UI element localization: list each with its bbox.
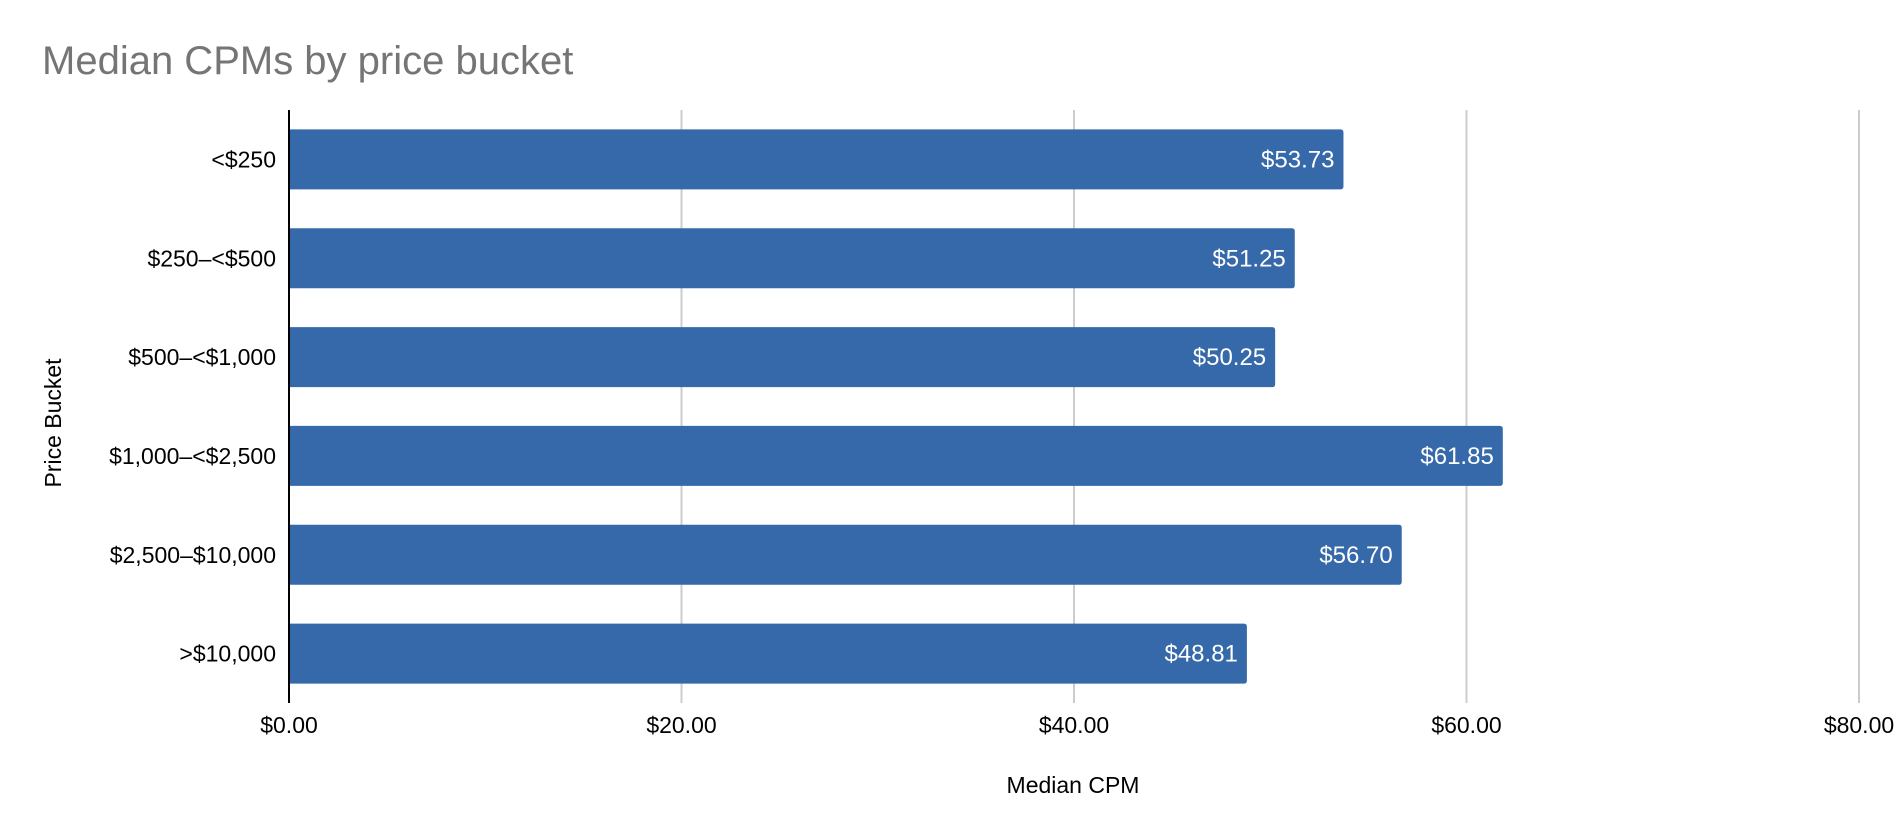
bar-data-label: $61.85 [1420,443,1493,470]
y-tick-label: $250–<$500 [147,245,276,271]
x-axis-ticks: $0.00 $20.00 $40.00 $60.00 $80.00 [260,712,1894,738]
x-tick-label: $0.00 [260,712,318,738]
x-tick-label: $40.00 [1039,712,1109,738]
y-axis-title: Price Bucket [40,358,66,488]
y-tick-label: $500–<$1,000 [128,344,276,370]
bar-data-label: $50.25 [1193,344,1266,371]
bar [289,425,1503,486]
bar-data-label: $51.25 [1212,245,1285,272]
y-axis-ticks: <$250 $250–<$500 $500–<$1,000 $1,000–<$2,50… [109,146,276,666]
bar [289,228,1295,289]
chart-title: Median CPMs by price bucket [42,39,573,83]
x-axis-title: Median CPM [1007,772,1140,798]
x-tick-label: $80.00 [1824,712,1894,738]
bar [289,327,1276,388]
y-tick-label: >$10,000 [179,641,276,667]
y-tick-label: <$250 [211,146,276,172]
bar-data-label: $53.73 [1261,146,1334,173]
bar [289,623,1247,684]
bar-data-label: $48.81 [1164,641,1237,668]
x-tick-label: $20.00 [646,712,716,738]
x-tick-label: $60.00 [1431,712,1501,738]
gridlines [680,110,1860,703]
bars [289,129,1503,684]
bar [289,524,1402,585]
bar-data-label: $56.70 [1319,542,1392,569]
bar [289,129,1344,190]
data-labels: $53.73 $51.25 $50.25 $61.85 $56.70 $48.81 [1164,146,1493,667]
y-tick-label: $2,500–$10,000 [110,542,276,568]
y-tick-label: $1,000–<$2,500 [109,443,276,469]
